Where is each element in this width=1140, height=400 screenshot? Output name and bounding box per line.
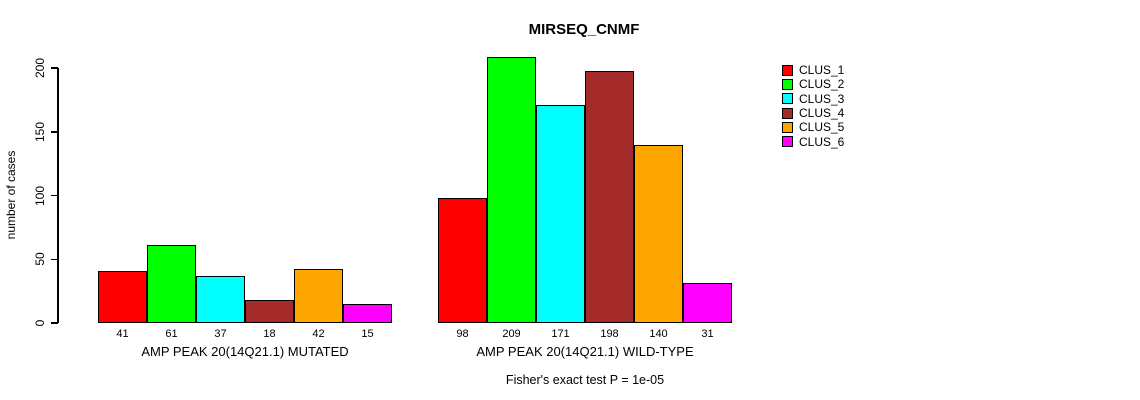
legend-item: CLUS_2 (782, 77, 844, 91)
legend-swatch-icon (782, 121, 793, 133)
group-label: AMP PEAK 20(14Q21.1) MUTATED (141, 344, 349, 359)
bar-clus_3 (536, 104, 585, 323)
bar-value-label: 98 (456, 328, 469, 340)
y-tick-label: 200 (33, 57, 47, 79)
legend-item: CLUS_5 (782, 120, 844, 134)
legend-label: CLUS_2 (799, 77, 845, 92)
bar-value-label: 15 (361, 328, 374, 340)
legend-item: CLUS_4 (782, 106, 844, 120)
bar-value-label: 140 (649, 328, 668, 340)
bar-clus_6 (683, 283, 732, 323)
legend-swatch-icon (782, 78, 793, 90)
legend-label: CLUS_4 (799, 106, 845, 121)
y-tick-mark (50, 194, 58, 197)
y-tick-label: 100 (33, 185, 47, 206)
bar-clus_2 (487, 56, 536, 323)
y-axis-line (57, 68, 59, 323)
legend-label: CLUS_1 (799, 63, 845, 78)
y-tick-mark (50, 258, 58, 260)
bar-value-label: 31 (701, 328, 714, 340)
bar-clus_6 (343, 303, 392, 323)
y-tick-label: 50 (33, 252, 47, 266)
bar-value-label: 171 (551, 328, 570, 340)
y-axis-title: number of cases (4, 150, 18, 240)
legend-item: CLUS_3 (782, 92, 844, 106)
bar-value-label: 198 (600, 328, 619, 340)
group-label: AMP PEAK 20(14Q21.1) WILD-TYPE (476, 344, 694, 359)
bar-value-label: 41 (116, 328, 129, 340)
bar-value-label: 18 (263, 328, 276, 340)
annotation-text: Fisher's exact test P = 1e-05 (505, 373, 665, 387)
legend-swatch-icon (782, 93, 793, 105)
legend-swatch-icon (782, 107, 793, 119)
bar-clus_4 (245, 300, 294, 323)
bar-clus_1 (438, 198, 487, 323)
bar-clus_4 (585, 70, 634, 323)
bar-clus_3 (196, 275, 245, 323)
y-tick-mark (50, 67, 58, 69)
y-tick-mark (50, 131, 58, 133)
legend-label: CLUS_3 (799, 91, 845, 106)
legend-swatch-icon (782, 64, 793, 76)
bar-value-label: 209 (502, 328, 521, 340)
bar-value-label: 37 (214, 328, 227, 340)
y-tick-label: 0 (33, 319, 47, 327)
y-tick-mark (50, 322, 58, 324)
bar-clus_5 (634, 144, 683, 323)
bar-clus_1 (98, 270, 147, 323)
bar-clus_5 (294, 269, 343, 323)
legend-swatch-icon (782, 136, 793, 148)
bar-value-label: 61 (165, 328, 178, 340)
legend-item: CLUS_6 (782, 134, 845, 149)
legend-item: CLUS_1 (782, 63, 844, 77)
bar-clus_2 (147, 245, 196, 323)
legend: CLUS_1 CLUS_2 CLUS_3 CLUS_4 CLUS_5 CLUS_6 (782, 63, 844, 149)
bar-value-label: 42 (312, 328, 325, 340)
legend-label: CLUS_5 (799, 120, 845, 135)
chart-title: MIRSEQ_CNMF (528, 21, 640, 38)
y-tick-label: 150 (33, 121, 47, 142)
legend-label: CLUS_6 (799, 134, 845, 149)
